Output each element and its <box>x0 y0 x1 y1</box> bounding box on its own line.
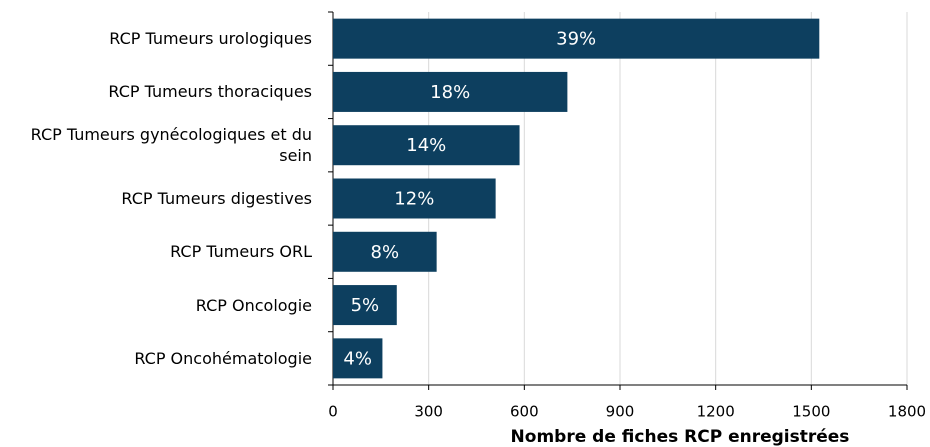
y-tick-label: RCP Tumeurs urologiques <box>109 29 312 49</box>
x-axis-title: Nombre de fiches RCP enregistrées <box>511 427 850 447</box>
x-tick-label: 1800 <box>888 403 926 421</box>
x-tick-label: 1200 <box>697 403 735 421</box>
bar <box>333 71 568 112</box>
x-tick-label: 300 <box>414 403 443 421</box>
x-tick-label: 900 <box>606 403 635 421</box>
bar-label: 5% <box>351 295 380 316</box>
y-tick-label: RCP Tumeurs thoraciques <box>108 82 312 102</box>
bar <box>333 125 520 166</box>
bar <box>333 178 496 219</box>
bar <box>333 231 437 272</box>
y-tick-label: RCP Oncologie <box>195 295 312 315</box>
x-tick-label: 1500 <box>792 403 830 421</box>
y-tick-label: RCP Tumeurs digestives <box>121 189 312 208</box>
bar <box>333 18 820 59</box>
bar-label: 14% <box>406 135 446 156</box>
y-tick-label: RCP Tumeurs gynécologiques et du sein <box>30 125 312 166</box>
bar-label: 4% <box>343 348 372 369</box>
y-tick-label: RCP Tumeurs ORL <box>170 242 312 262</box>
bar-label: 8% <box>371 242 400 263</box>
bar-label: 39% <box>556 29 596 50</box>
bar-label: 12% <box>394 189 434 210</box>
bar <box>333 285 397 326</box>
x-tick-label: 600 <box>510 403 539 421</box>
bar-label: 18% <box>430 82 470 103</box>
x-tick-label: 0 <box>328 403 338 421</box>
bar <box>333 338 383 379</box>
y-tick-label: RCP Oncohématologie <box>134 348 312 368</box>
